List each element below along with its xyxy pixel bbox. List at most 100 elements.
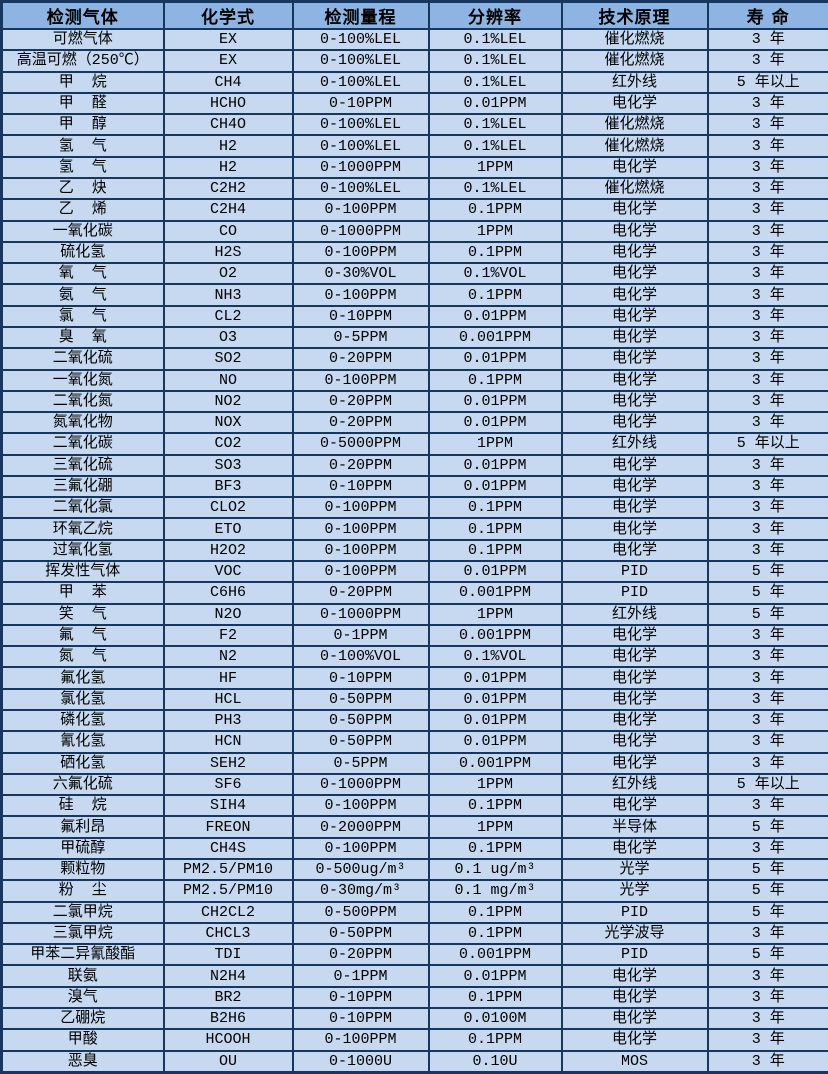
lifespan-cell: 3 年 [706, 985, 828, 1009]
resolution-cell: 0.01PPM [427, 91, 563, 116]
table-row: 甲 烷 CH4 0-100%LEL 0.1%LEL 红外线 5 年以上 [0, 70, 828, 94]
chemical-formula-cell: B2H6 [162, 1006, 294, 1031]
detection-range-cell: 0-10PPM [291, 304, 430, 328]
lifespan-cell: 5 年 [706, 900, 828, 924]
detection-range-cell: 0-100PPM [291, 560, 430, 584]
lifespan-cell: 3 年 [706, 176, 828, 201]
resolution-cell: 0.01PPM [427, 687, 563, 712]
technology-cell: 电化学 [560, 283, 709, 307]
technology-cell: 催化燃烧 [560, 176, 709, 201]
table-row: 甲酸 HCOOH 0-100PPM 0.1PPM 电化学 3 年 [0, 1028, 828, 1052]
table-row: 氢 气 H2 0-1000PPM 1PPM 电化学 3 年 [0, 155, 828, 179]
technology-cell: 光学 [560, 879, 709, 903]
resolution-cell: 0.01PPM [427, 304, 563, 328]
chemical-formula-cell: HCL [162, 687, 294, 712]
technology-cell: 电化学 [560, 368, 709, 392]
lifespan-cell: 3 年 [706, 921, 828, 946]
technology-cell: 电化学 [560, 240, 709, 265]
resolution-cell: 1PPM [427, 602, 563, 626]
table-row: 硫化氢 H2S 0-100PPM 0.1PPM 电化学 3 年 [0, 240, 828, 265]
chemical-formula-cell: PM2.5/PM10 [162, 879, 294, 903]
resolution-cell: 0.1 mg/m³ [427, 879, 563, 903]
detection-range-cell: 0-1PPM [291, 964, 430, 988]
table-body: 可燃气体 EX 0-100%LEL 0.1%LEL 催化燃烧 3 年高温可燃（250℃） E… [0, 27, 828, 1074]
chemical-formula-cell: CHCL3 [162, 921, 294, 946]
table-row: 氯化氢 HCL 0-50PPM 0.01PPM 电化学 3 年 [0, 687, 828, 712]
lifespan-cell: 3 年 [706, 645, 828, 669]
detection-range-cell: 0-1000PPM [291, 772, 430, 797]
resolution-cell: 0.001PPM [427, 325, 563, 350]
gas-name-cell: 甲 烷 [0, 70, 165, 94]
resolution-cell: 0.01PPM [427, 453, 563, 477]
gas-name-cell: 氧 气 [0, 262, 165, 286]
chemical-formula-cell: ETO [162, 517, 294, 541]
gas-name-cell: 二氧化碳 [0, 432, 165, 456]
detection-range-cell: 0-5PPM [291, 325, 430, 350]
gas-name-cell: 二氧化氮 [0, 389, 165, 414]
gas-name-cell: 一氧化氮 [0, 368, 165, 392]
technology-cell: 电化学 [560, 517, 709, 541]
lifespan-cell: 5 年 [706, 879, 828, 903]
detection-range-cell: 0-1000PPM [291, 155, 430, 179]
chemical-formula-cell: BF3 [162, 474, 294, 499]
detection-range-cell: 0-100PPM [291, 517, 430, 541]
resolution-cell: 0.1PPM [427, 836, 563, 860]
gas-name-cell: 氢 气 [0, 155, 165, 179]
gas-name-cell: 氨 气 [0, 283, 165, 307]
chemical-formula-cell: H2 [162, 134, 294, 158]
chemical-formula-cell: NOX [162, 411, 294, 435]
technology-cell: 红外线 [560, 432, 709, 456]
header-cell-resolution: 分辨率 [427, 0, 563, 30]
resolution-cell: 1PPM [427, 432, 563, 456]
resolution-cell: 0.1%LEL [427, 70, 563, 94]
gas-name-cell: 氟利昂 [0, 815, 165, 839]
table-row: 一氧化碳 CO 0-1000PPM 1PPM 电化学 3 年 [0, 219, 828, 243]
detection-range-cell: 0-100PPM [291, 368, 430, 392]
technology-cell: 电化学 [560, 474, 709, 499]
technology-cell: 电化学 [560, 411, 709, 435]
lifespan-cell: 5 年 [706, 602, 828, 626]
technology-cell: 电化学 [560, 347, 709, 371]
table-row: 氟化氢 HF 0-10PPM 0.01PPM 电化学 3 年 [0, 666, 828, 690]
chemical-formula-cell: SEH2 [162, 751, 294, 775]
table-row: 氨 气 NH3 0-100PPM 0.1PPM 电化学 3 年 [0, 283, 828, 307]
chemical-formula-cell: PH3 [162, 708, 294, 733]
gas-name-cell: 甲苯二异氰酸酯 [0, 943, 165, 967]
lifespan-cell: 3 年 [706, 708, 828, 733]
technology-cell: 电化学 [560, 645, 709, 669]
detection-range-cell: 0-100PPM [291, 240, 430, 265]
lifespan-cell: 3 年 [706, 49, 828, 73]
detection-range-cell: 0-1000PPM [291, 219, 430, 243]
resolution-cell: 0.1PPM [427, 517, 563, 541]
detection-range-cell: 0-100PPM [291, 496, 430, 520]
detection-range-cell: 0-100PPM [291, 1028, 430, 1052]
chemical-formula-cell: CLO2 [162, 496, 294, 520]
lifespan-cell: 3 年 [706, 474, 828, 499]
resolution-cell: 0.01PPM [427, 347, 563, 371]
chemical-formula-cell: C6H6 [162, 581, 294, 605]
lifespan-cell: 3 年 [706, 496, 828, 520]
technology-cell: 红外线 [560, 602, 709, 626]
gas-name-cell: 氢 气 [0, 134, 165, 158]
table-row: 高温可燃（250℃） EX 0-100%LEL 0.1%LEL 催化燃烧 3 年 [0, 49, 828, 73]
gas-name-cell: 乙 炔 [0, 176, 165, 201]
table-row: 二氧化氮 NO2 0-20PPM 0.01PPM 电化学 3 年 [0, 389, 828, 414]
table-row: 氮 气 N2 0-100%VOL 0.1%VOL 电化学 3 年 [0, 645, 828, 669]
table-row: 颗粒物 PM2.5/PM10 0-500ug/m³ 0.1 ug/m³ 光学 5 年 [0, 857, 828, 882]
chemical-formula-cell: CO2 [162, 432, 294, 456]
technology-cell: 电化学 [560, 155, 709, 179]
resolution-cell: 0.1PPM [427, 496, 563, 520]
detection-range-cell: 0-20PPM [291, 411, 430, 435]
lifespan-cell: 3 年 [706, 751, 828, 775]
resolution-cell: 0.1PPM [427, 368, 563, 392]
gas-name-cell: 可燃气体 [0, 27, 165, 52]
gas-name-cell: 氮氧化物 [0, 411, 165, 435]
gas-name-cell: 环氧乙烷 [0, 517, 165, 541]
technology-cell: 电化学 [560, 198, 709, 222]
lifespan-cell: 3 年 [706, 304, 828, 328]
detection-range-cell: 0-1PPM [291, 623, 430, 648]
chemical-formula-cell: NH3 [162, 283, 294, 307]
lifespan-cell: 5 年 [706, 560, 828, 584]
gas-name-cell: 氮 气 [0, 645, 165, 669]
lifespan-cell: 3 年 [706, 411, 828, 435]
